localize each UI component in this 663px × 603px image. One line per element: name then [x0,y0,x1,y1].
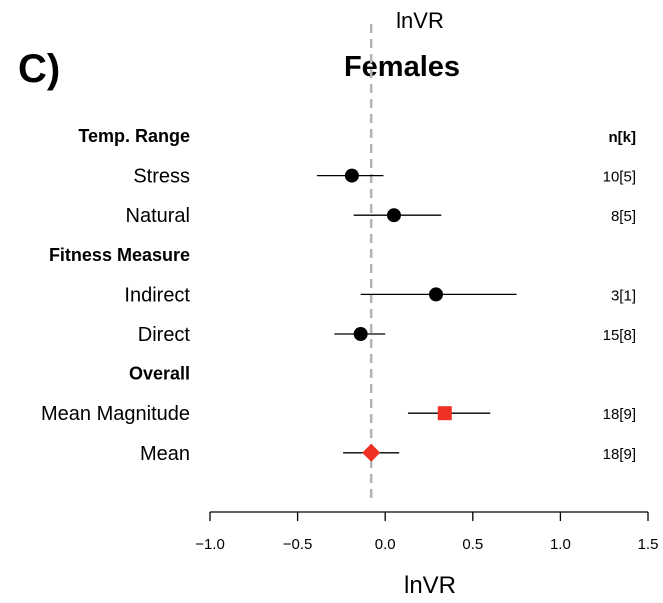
forest-row: Overall [129,364,190,384]
forest-row: Natural 8[5] [126,205,636,227]
nk-value: 8[5] [611,208,636,225]
panel-label: C) [18,47,60,91]
nk-value: 15[8] [603,327,636,344]
point-estimate [429,287,444,302]
x-axis-title: lnVR [404,572,456,599]
point-estimate [344,168,359,183]
row-label: Mean Magnitude [41,403,190,425]
x-axis: −1.0 −0.5 0.0 0.5 1.0 1.5 [195,511,659,553]
row-label: Indirect [124,284,190,306]
forest-row: Mean Magnitude 18[9] [41,403,636,425]
forest-row: Mean 18[9] [140,443,636,465]
point-estimate [386,208,401,223]
forest-row: Stress 10[5] [133,166,636,188]
nk-value: 18[9] [603,446,636,463]
group-label: Temp. Range [78,126,190,146]
point-estimate [437,406,452,421]
top-axis-label: lnVR [396,8,444,33]
point-estimate [353,327,368,341]
forest-row: Indirect 3[1] [124,284,636,306]
group-label: Overall [129,364,190,384]
nk-value: 3[1] [611,287,636,304]
nk-header: n[k] [609,129,637,146]
row-label: Stress [133,166,190,188]
nk-value: 10[5] [603,169,636,186]
x-tick-label: 1.0 [550,536,571,553]
group-label: Fitness Measure [49,245,190,265]
x-tick-label: 0.5 [462,536,483,553]
chart-title: Females [344,51,460,83]
forest-row: Fitness Measure [49,245,190,265]
point-estimate [362,443,381,462]
nk-value: 18[9] [603,406,636,423]
forest-row: Direct 15[8] [138,324,636,346]
row-label: Direct [138,324,191,346]
forest-row: Temp. Range [78,126,190,146]
x-tick-label: 0.0 [375,536,396,553]
x-tick-label: 1.5 [638,536,659,553]
row-label: Natural [126,205,190,227]
x-tick-label: −1.0 [195,536,225,553]
row-label: Mean [140,443,190,465]
x-tick-label: −0.5 [283,536,313,553]
